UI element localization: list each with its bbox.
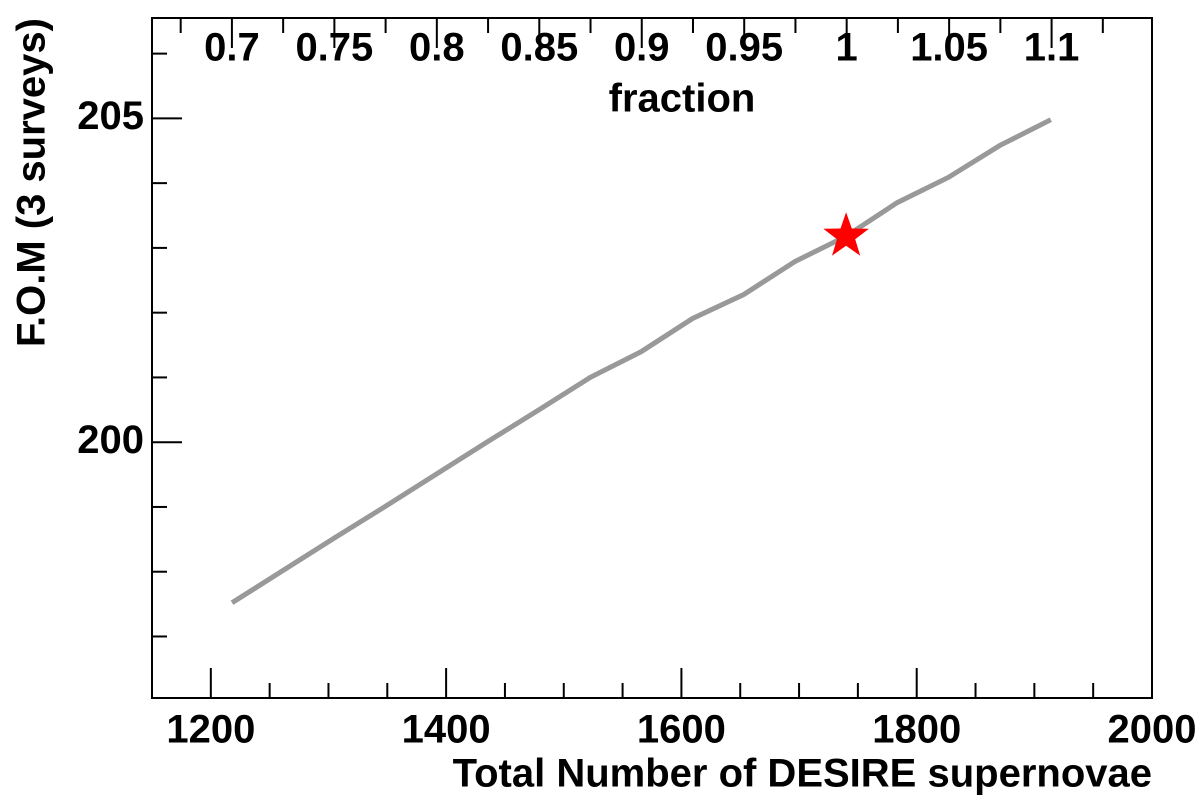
x2-tick-label: 1.05 [910,26,988,70]
plot-frame [151,17,1153,699]
x2-tick-label: 0.7 [204,26,260,70]
x2-tick-label: 0.8 [409,26,465,70]
star-marker [823,212,869,256]
x2-tick-label: 0.85 [500,26,578,70]
x2-axis-title: fraction [609,77,756,121]
x2-tick-label: 0.9 [614,26,670,70]
y-tick-label: 200 [77,418,144,462]
x2-tick-label: 1.1 [1024,26,1080,70]
x2-tick-label: 1 [836,26,858,70]
x-tick-label: 1200 [166,708,255,752]
x-tick-label: 2000 [1108,708,1197,752]
x2-tick-label: 0.75 [295,26,373,70]
x-tick-label: 1600 [637,708,726,752]
line [230,117,1052,605]
x-axis-title: Total Number of DESIRE supernovae [453,752,1152,796]
x-tick-label: 1800 [872,708,961,752]
y-axis-title: F.O.M (3 surveys) [10,18,54,347]
y-tick-label: 205 [77,94,144,138]
x-tick-label: 1400 [402,708,491,752]
x2-tick-label: 0.95 [705,26,783,70]
